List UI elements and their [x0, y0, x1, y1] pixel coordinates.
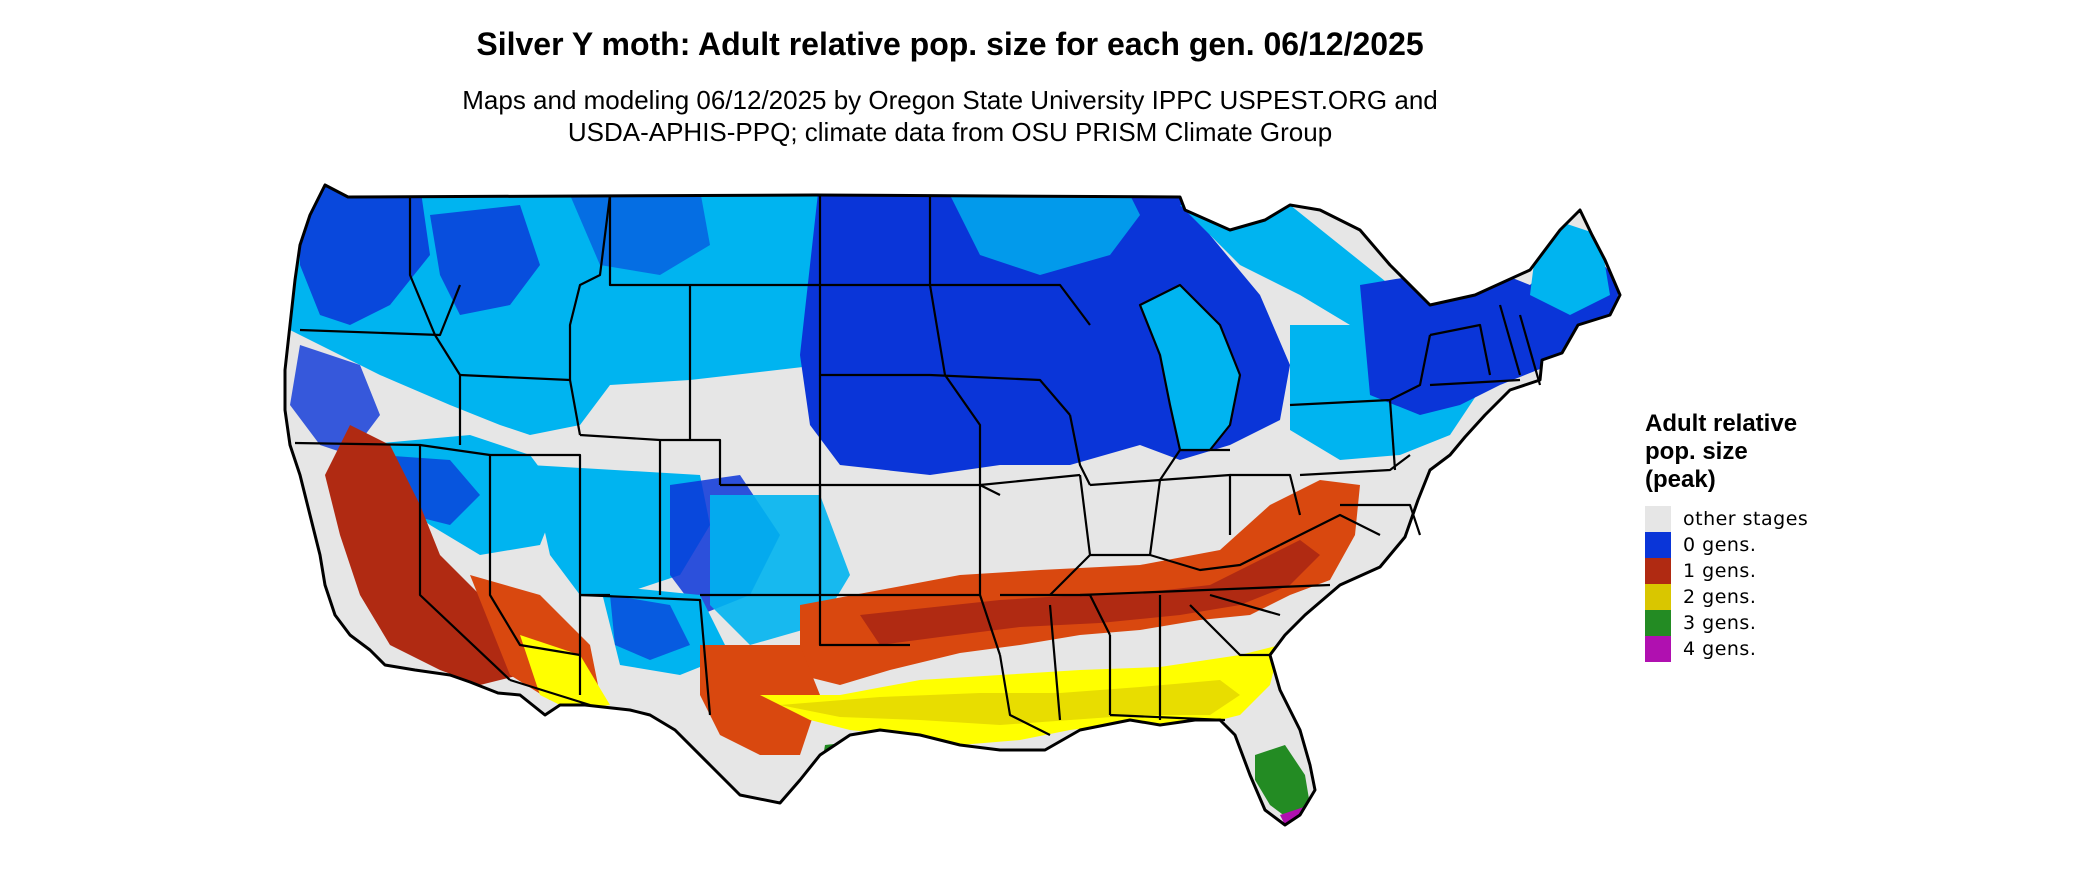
legend-label-3: 3 gens.	[1683, 612, 1757, 634]
legend-label-1: 1 gens.	[1683, 560, 1757, 582]
map-legend: Adult relative pop. size (peak) other st…	[1645, 410, 1885, 662]
legend-label-other: other stages	[1683, 508, 1809, 530]
legend-item-2-gens: 2 gens.	[1645, 584, 1885, 610]
legend-item-other-stages: other stages	[1645, 506, 1885, 532]
legend-title: Adult relative pop. size (peak)	[1645, 410, 1885, 494]
subtitle-line-2: USDA-APHIS-PPQ; climate data from OSU PR…	[567, 117, 1333, 147]
legend-title-line-2: pop. size	[1645, 438, 1748, 465]
legend-item-3-gens: 3 gens.	[1645, 610, 1885, 636]
legend-swatch-0	[1645, 532, 1671, 558]
legend-item-1-gens: 1 gens.	[1645, 558, 1885, 584]
legend-item-0-gens: 0 gens.	[1645, 532, 1885, 558]
legend-label-0: 0 gens.	[1683, 534, 1757, 556]
legend-item-4-gens: 4 gens.	[1645, 636, 1885, 662]
legend-swatch-other	[1645, 506, 1671, 532]
legend-title-line-1: Adult relative	[1645, 410, 1798, 437]
legend-label-2: 2 gens.	[1683, 586, 1757, 608]
subtitle-line-1: Maps and modeling 06/12/2025 by Oregon S…	[462, 85, 1438, 115]
us-map	[280, 175, 1630, 890]
legend-title-line-3: (peak)	[1645, 466, 1716, 493]
legend-label-4: 4 gens.	[1683, 638, 1757, 660]
legend-swatch-4	[1645, 636, 1671, 662]
map-title: Silver Y moth: Adult relative pop. size …	[476, 26, 1424, 62]
map-subtitle: Maps and modeling 06/12/2025 by Oregon S…	[0, 84, 1900, 148]
legend-swatch-3	[1645, 610, 1671, 636]
legend-swatch-1	[1645, 558, 1671, 584]
legend-swatch-2	[1645, 584, 1671, 610]
